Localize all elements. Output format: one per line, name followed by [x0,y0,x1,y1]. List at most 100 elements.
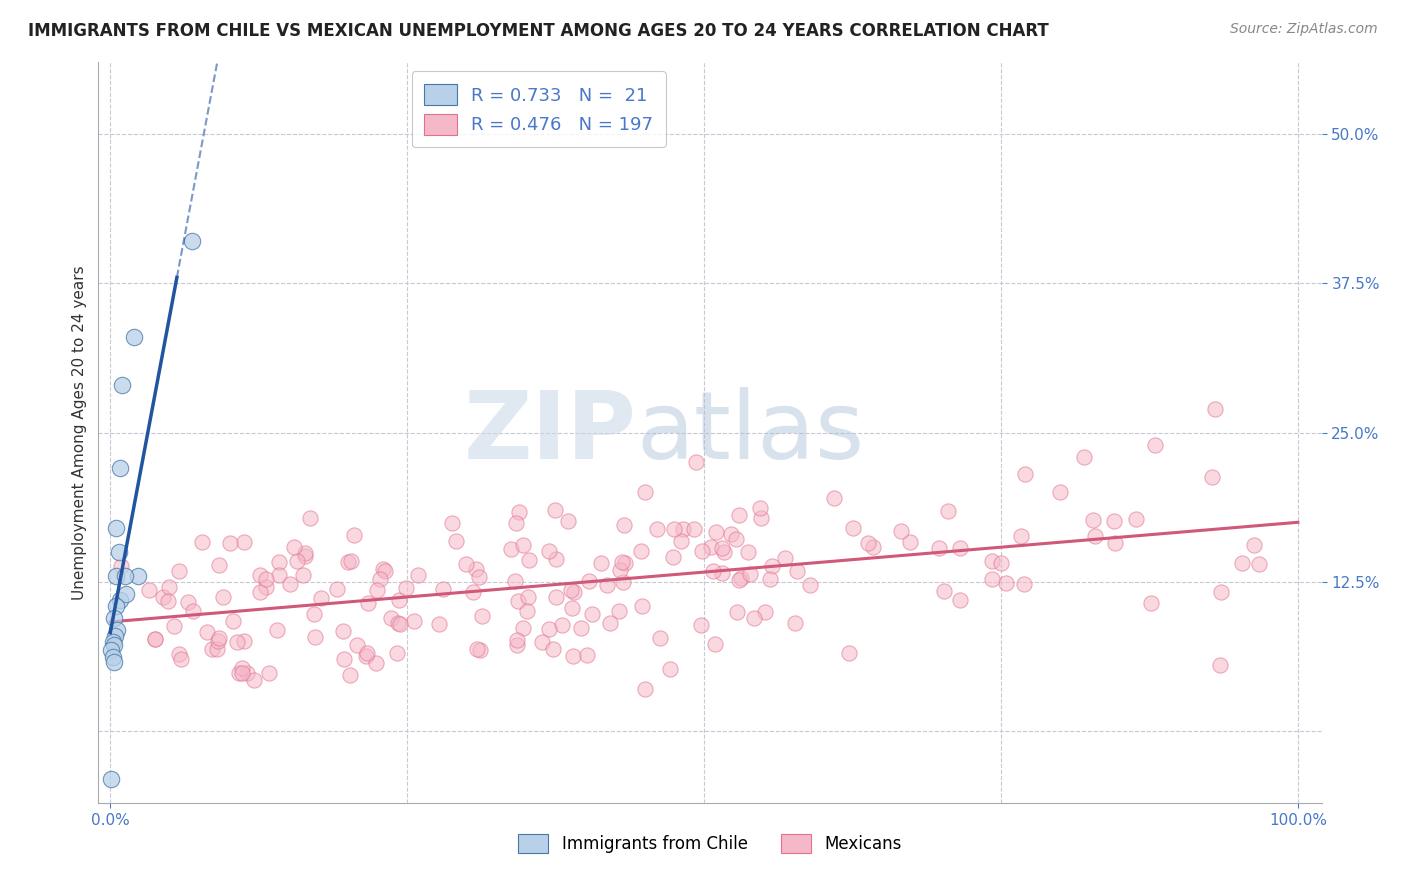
Point [201,642,224,657]
Point [388,593,411,607]
Point [1204,401,1226,416]
Point [607,604,630,618]
Point [662,522,685,536]
Point [702,564,724,578]
Point [339,668,361,682]
Point [228,665,250,680]
Point [211,590,233,604]
Point [737,544,759,558]
Point [1232,556,1254,570]
Point [557,514,579,528]
Point [711,566,734,580]
Point [1125,512,1147,526]
Point [727,573,749,587]
Point [1104,514,1126,528]
Point [114,587,136,601]
Point [357,596,380,610]
Point [110,558,132,573]
Point [336,555,359,569]
Point [257,666,280,681]
Point [267,568,290,582]
Point [111,377,134,392]
Point [786,564,808,578]
Point [949,541,972,555]
Point [645,522,668,536]
Point [157,580,180,594]
Point [581,607,603,622]
Point [1012,576,1035,591]
Point [560,600,582,615]
Text: IMMIGRANTS FROM CHILE VS MEXICAN UNEMPLOYMENT AMONG AGES 20 TO 24 YEARS CORRELAT: IMMIGRANTS FROM CHILE VS MEXICAN UNEMPLO… [28,22,1049,40]
Point [366,582,388,597]
Point [890,524,912,538]
Point [505,516,527,531]
Point [610,555,633,569]
Point [838,646,860,660]
Point [163,619,186,633]
Point [167,647,190,661]
Point [537,623,560,637]
Point [749,501,772,516]
Point [278,577,301,591]
Point [1014,467,1036,482]
Point [862,540,884,554]
Point [1144,437,1167,451]
Point [599,616,621,631]
Point [562,585,585,599]
Point [704,524,727,539]
Point [683,522,706,536]
Point [366,657,388,671]
Point [981,554,1004,568]
Point [630,599,652,613]
Point [156,594,179,608]
Point [138,582,160,597]
Point [294,546,316,560]
Point [517,590,540,604]
Point [544,551,567,566]
Point [181,604,204,618]
Point [551,618,574,632]
Point [1081,513,1104,527]
Point [761,559,783,574]
Legend: Immigrants from Chile, Mexicans: Immigrants from Chile, Mexicans [510,825,910,861]
Point [454,557,477,571]
Point [143,632,166,646]
Point [544,590,567,604]
Point [105,599,128,613]
Point [742,611,765,625]
Point [190,535,212,549]
Point [356,646,378,660]
Point [561,648,583,663]
Point [283,541,305,555]
Point [104,629,127,643]
Point [114,569,136,583]
Point [385,646,408,660]
Point [208,558,231,573]
Point [468,643,491,657]
Point [1011,529,1033,543]
Point [503,574,526,588]
Point [127,569,149,583]
Point [630,544,652,558]
Point [613,518,636,533]
Point [758,573,780,587]
Point [1243,538,1265,552]
Point [299,511,322,525]
Point [692,544,714,558]
Point [103,611,125,625]
Point [1084,529,1107,543]
Point [465,641,488,656]
Point [326,582,349,596]
Point [346,638,368,652]
Point [530,634,553,648]
Point [105,569,128,583]
Point [105,521,128,535]
Point [508,594,530,608]
Point [432,582,454,596]
Point [659,662,682,676]
Point [195,625,218,640]
Point [108,461,131,475]
Point [662,549,685,564]
Point [388,617,411,632]
Point [517,553,540,567]
